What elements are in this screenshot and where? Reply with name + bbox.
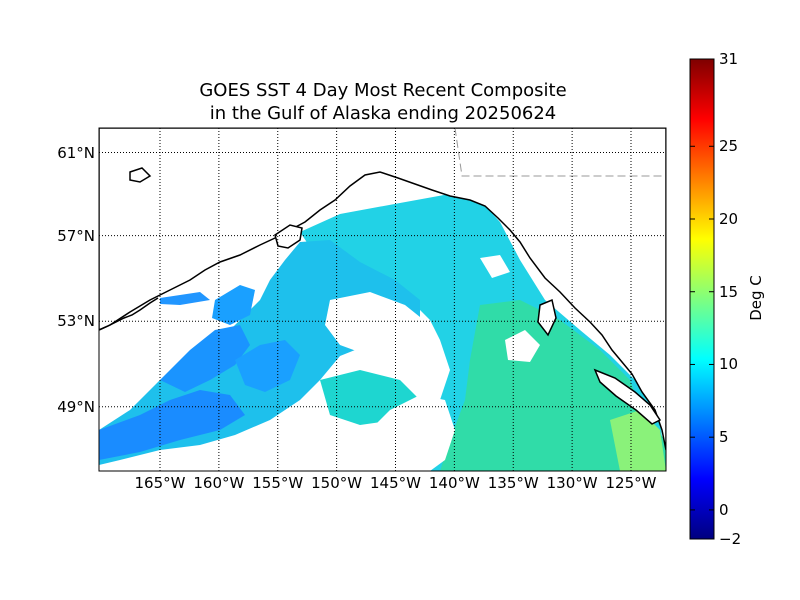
latitude-label: 49°N bbox=[57, 397, 95, 416]
colorbar-tick-label: 25 bbox=[719, 137, 739, 156]
nunivak-island-coast bbox=[129, 167, 152, 183]
haida-gwaii-coast bbox=[537, 298, 557, 337]
longitude-label: 150°W bbox=[311, 474, 363, 492]
latitude-label: 61°N bbox=[57, 143, 95, 162]
map-frame bbox=[98, 127, 667, 472]
sst-warm-east bbox=[610, 410, 666, 471]
no-data-gap-2 bbox=[240, 395, 455, 471]
colorbar-ticks bbox=[690, 58, 714, 540]
latitude-label: 53°N bbox=[57, 312, 95, 331]
no-data-gap-4 bbox=[480, 255, 510, 278]
sst-cold-patch-4 bbox=[212, 285, 255, 325]
border-lines bbox=[454, 128, 666, 177]
sst-cold-patch-2 bbox=[160, 325, 250, 392]
colorbar-tick-label: 20 bbox=[719, 210, 739, 228]
no-data-gap-1 bbox=[325, 292, 430, 360]
colorbar-tick-label: 15 bbox=[719, 282, 739, 301]
longitude-label: 140°W bbox=[428, 474, 480, 492]
vancouver-island-coast bbox=[593, 368, 662, 425]
colorbar-tick-label: 10 bbox=[719, 355, 739, 374]
us-canada-border bbox=[454, 128, 666, 177]
map-panel bbox=[99, 128, 666, 471]
sst-cold-patch-3 bbox=[235, 340, 300, 392]
land-coastline bbox=[99, 128, 666, 451]
sst-blue-strip bbox=[160, 292, 210, 305]
latitude-label: 57°N bbox=[57, 226, 95, 245]
alaska-mainland-coast bbox=[99, 128, 666, 451]
colorbar-tick-label: 5 bbox=[719, 428, 729, 447]
longitude-label: 130°W bbox=[546, 474, 598, 492]
colorbar-tick-label: −2 bbox=[719, 530, 742, 548]
map-title-line-1: GOES SST 4 Day Most Recent Composite bbox=[199, 80, 567, 101]
sst-cold-patch-1 bbox=[99, 390, 245, 460]
colorbar-bar bbox=[689, 58, 715, 540]
longitude-label: 135°W bbox=[487, 474, 539, 492]
longitude-label: 155°W bbox=[252, 474, 304, 492]
longitude-label: 160°W bbox=[193, 474, 245, 492]
colorbar-tick-label: 31 bbox=[719, 50, 739, 68]
longitude-label: 125°W bbox=[605, 474, 657, 492]
longitude-label: 145°W bbox=[370, 474, 421, 492]
colorbar-label: Deg C bbox=[747, 275, 765, 321]
sst-field bbox=[99, 193, 666, 471]
graticule bbox=[99, 128, 666, 471]
colorbar-tick-label: 0 bbox=[719, 500, 729, 519]
map-title-line-2: in the Gulf of Alaska ending 20250624 bbox=[209, 103, 557, 124]
sst-east-swath bbox=[440, 300, 666, 471]
aleutian-islands-coast bbox=[99, 297, 159, 331]
longitude-label: 165°W bbox=[134, 474, 186, 492]
